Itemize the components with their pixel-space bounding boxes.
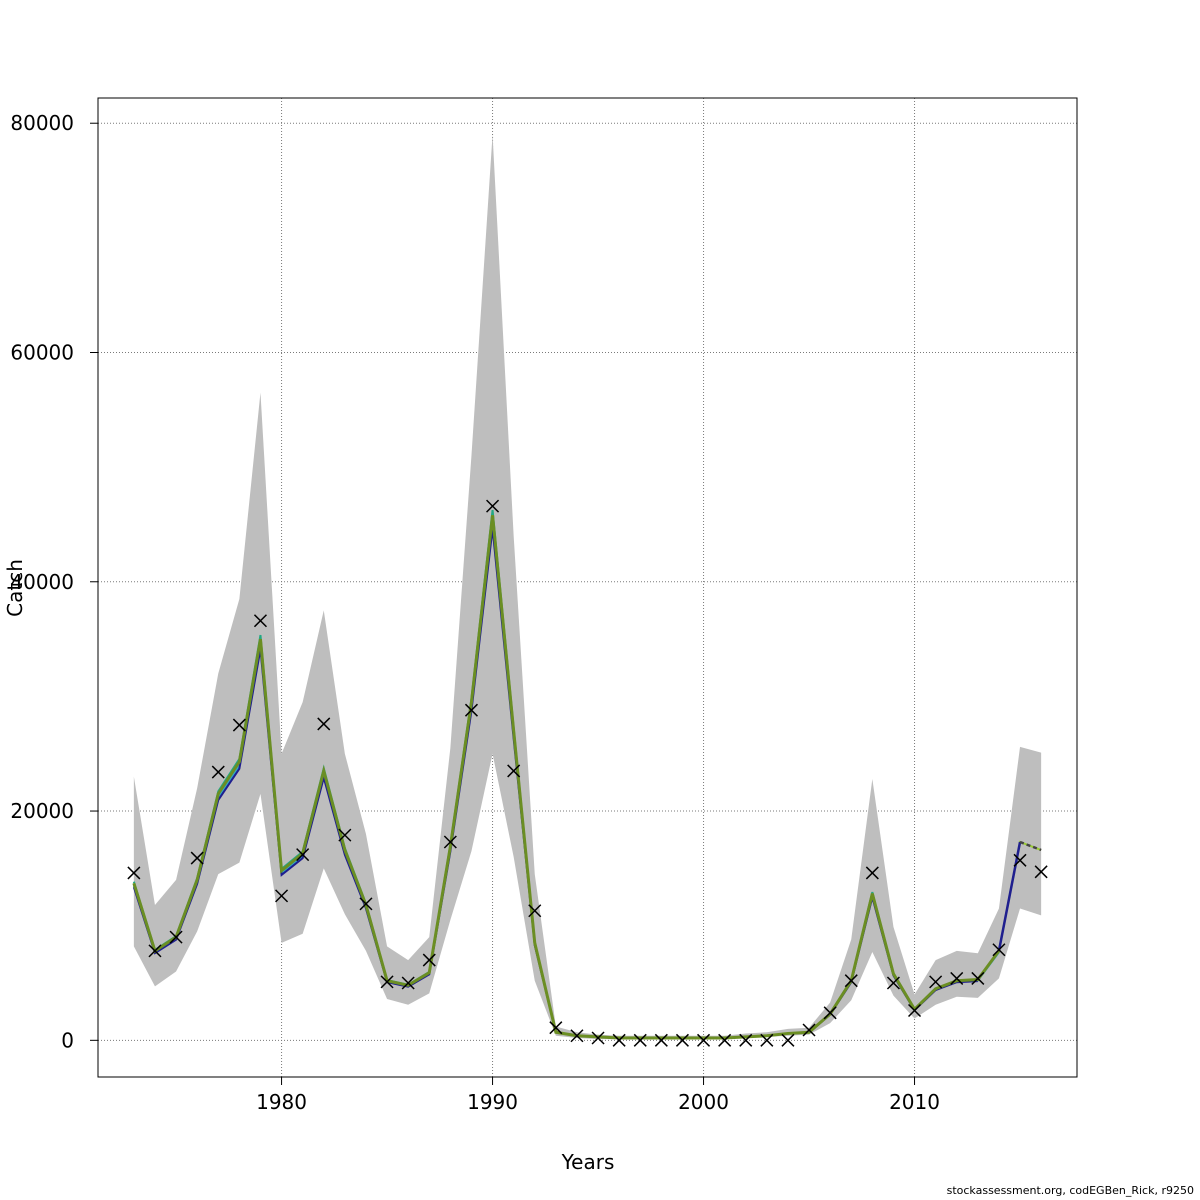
observed-point (380, 975, 394, 989)
x-tick-label: 2000 (678, 1090, 729, 1114)
observed-point (211, 765, 225, 779)
y-axis: 0 20000 40000 60000 80000 (10, 111, 98, 1052)
x-axis: 1980 1990 2000 2010 (256, 1077, 940, 1114)
observed-point (1013, 853, 1027, 867)
x-tick-label: 1990 (467, 1090, 518, 1114)
observed-point (781, 1033, 795, 1047)
observed-point (317, 717, 331, 731)
observed-points (127, 499, 1048, 1047)
observed-point (443, 835, 457, 849)
observed-point (422, 953, 436, 967)
observed-point (886, 976, 900, 990)
observed-point (253, 614, 267, 628)
y-tick-label: 80000 (10, 111, 74, 135)
y-axis-title: Catch (3, 559, 27, 617)
observed-point (654, 1033, 668, 1047)
observed-point (549, 1021, 563, 1035)
observed-point (275, 889, 289, 903)
observed-point (760, 1033, 774, 1047)
estimate-line (132, 515, 1001, 1040)
observed-point (296, 848, 310, 862)
x-axis-title: Years (561, 1150, 615, 1174)
y-tick-label: 40000 (10, 570, 74, 594)
observed-point (718, 1033, 732, 1047)
observed-point (950, 971, 964, 985)
observed-point (675, 1033, 689, 1047)
observed-point (612, 1033, 626, 1047)
y-tick-label: 20000 (10, 799, 74, 823)
observed-point (929, 975, 943, 989)
plot-frame (97, 97, 1078, 1078)
observed-point (823, 1006, 837, 1020)
credit-footer: stockassessment.org, codEGBen_Rick, r925… (946, 1184, 1194, 1197)
observed-point (908, 1003, 922, 1018)
observed-point (359, 897, 373, 911)
observed-point (1034, 865, 1048, 879)
observed-point (190, 851, 204, 865)
observed-point (739, 1033, 753, 1047)
observed-point (486, 499, 500, 513)
observed-point (971, 971, 985, 985)
observed-point (633, 1033, 647, 1047)
observed-point (591, 1031, 605, 1045)
observed-point (401, 976, 415, 990)
observed-point (507, 764, 521, 778)
observed-point (992, 943, 1006, 957)
retro-tail-dashed-line (1019, 840, 1042, 852)
retro-final-segment (997, 841, 1022, 952)
y-tick-label: 0 (61, 1028, 74, 1052)
y-tick-label: 60000 (10, 340, 74, 364)
observed-point (338, 828, 352, 842)
observed-point (865, 866, 879, 880)
observed-point (464, 703, 478, 717)
observed-point (844, 974, 858, 988)
observed-point (528, 904, 542, 918)
x-tick-label: 1980 (256, 1090, 307, 1114)
observed-point (127, 866, 141, 880)
observed-point (697, 1033, 711, 1047)
observed-point (148, 944, 162, 958)
confidence-band (133, 134, 1042, 1040)
observed-point (232, 718, 246, 732)
observed-point (802, 1023, 816, 1037)
observed-point (169, 930, 183, 944)
observed-point (570, 1029, 584, 1043)
x-tick-label: 2010 (889, 1090, 940, 1114)
